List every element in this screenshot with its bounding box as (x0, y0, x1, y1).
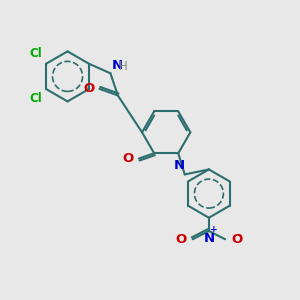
Text: O: O (231, 233, 242, 246)
Text: N: N (112, 59, 123, 72)
Text: O: O (83, 82, 94, 95)
Text: -: - (237, 229, 242, 242)
Text: N: N (203, 232, 214, 245)
Text: Cl: Cl (30, 47, 42, 60)
Text: O: O (176, 233, 187, 246)
Text: H: H (118, 60, 127, 73)
Text: Cl: Cl (30, 92, 42, 105)
Text: O: O (122, 152, 134, 165)
Text: N: N (174, 158, 185, 172)
Text: +: + (210, 225, 218, 234)
